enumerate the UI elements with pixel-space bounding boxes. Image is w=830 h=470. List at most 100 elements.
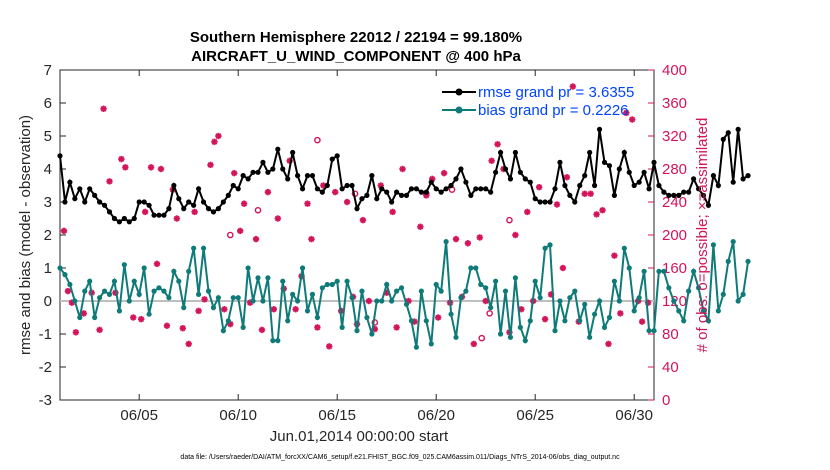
rmse-point [77, 186, 83, 192]
rmse-point [141, 199, 147, 205]
rmse-point [250, 169, 256, 175]
bias-point [111, 278, 118, 284]
rmse-point [398, 192, 405, 198]
rmse-point [146, 202, 152, 208]
obs-assimilated-point [553, 201, 561, 208]
bias-point [225, 318, 231, 324]
y-right-tick-label: 40 [662, 359, 679, 376]
bias-point [656, 268, 662, 274]
bias-point [309, 291, 316, 297]
bias-point [493, 278, 499, 284]
y-axis-right-label: # of obs: o=possible; ×=assimilated [694, 118, 711, 353]
obs-possible-point [478, 334, 486, 342]
bias-point [186, 268, 192, 274]
bias-point [62, 272, 68, 278]
rmse-point [334, 153, 340, 159]
bias-point [621, 245, 627, 251]
obs-assimilated-point [215, 132, 222, 140]
bias-point [359, 288, 365, 294]
obs-assimilated-point [494, 141, 501, 148]
x-tick-label: 06/10 [219, 407, 257, 424]
bias-point [666, 285, 672, 291]
bias-point [324, 281, 330, 288]
rmse-point [527, 179, 533, 185]
bias-point [671, 298, 677, 304]
bias-point [691, 268, 697, 274]
rmse-point [403, 192, 410, 198]
obs-assimilated-point [617, 310, 624, 317]
rmse-point [97, 199, 103, 205]
rmse-point [725, 130, 731, 136]
bias-point [319, 285, 325, 291]
x-tick-label: 06/15 [318, 407, 356, 424]
rmse-point [408, 186, 415, 192]
rmse-point [319, 189, 325, 195]
bias-point [453, 334, 459, 340]
obs-assimilated-point [240, 200, 248, 207]
obs-assimilated-point [100, 105, 107, 112]
obs-assimilated-point [231, 169, 238, 177]
bias-point [567, 295, 573, 301]
rmse-point [413, 186, 419, 192]
rmse-point [156, 212, 162, 218]
y-tick-label: 6 [44, 95, 52, 112]
bias-point [334, 278, 340, 284]
obs-assimilated-point [153, 260, 161, 268]
bias-point [547, 242, 553, 248]
bias-point [488, 305, 494, 311]
rmse-point [240, 173, 246, 179]
rmse-point [641, 169, 647, 175]
rmse-point [215, 206, 221, 212]
rmse-point [428, 179, 434, 185]
rmse-point [280, 166, 286, 172]
bias-point [705, 318, 712, 324]
x-axis-label: Jun.01,2014 00:00:00 start [270, 428, 449, 445]
obs-assimilated-point [587, 190, 594, 197]
obs-assimilated-point [118, 155, 125, 163]
x-tick-label: 06/20 [417, 407, 455, 424]
bias-point [720, 291, 726, 297]
bias-point [77, 314, 83, 321]
rmse-point [374, 196, 380, 202]
bias-point [151, 288, 157, 294]
rmse-point [626, 169, 632, 175]
bias-point [745, 258, 751, 264]
bias-point [240, 324, 246, 330]
rmse-point [745, 173, 751, 179]
bias-point [651, 328, 657, 334]
obs-assimilated-point [96, 326, 103, 334]
bias-point [171, 268, 177, 274]
rmse-point [389, 199, 395, 205]
bias-point [210, 305, 217, 311]
obs-assimilated-point [236, 227, 244, 235]
y-right-tick-label: 200 [662, 227, 687, 244]
bias-point [695, 285, 702, 291]
obs-assimilated-point [629, 116, 636, 123]
rmse-point [126, 219, 132, 225]
bias-point [176, 278, 182, 284]
rmse-point [166, 206, 172, 212]
bias-point [522, 338, 528, 344]
obs-possible-point [486, 310, 493, 317]
rmse-point [493, 169, 499, 175]
rmse-point [270, 166, 276, 172]
obs-assimilated-point [195, 307, 202, 315]
rmse-point [225, 192, 231, 198]
bias-point [364, 314, 370, 321]
obs-assimilated-point [593, 211, 600, 218]
rmse-point [532, 196, 538, 202]
obs-assimilated-point [599, 207, 606, 214]
obs-assimilated-point [638, 318, 646, 325]
bias-point [67, 281, 73, 288]
bias-point [641, 268, 647, 274]
obs-assimilated-point [163, 322, 171, 329]
rmse-point [205, 206, 212, 212]
rmse-point [176, 196, 182, 202]
rmse-point [443, 186, 449, 192]
rmse-point [324, 182, 330, 189]
rmse-point [512, 149, 519, 156]
bias-point [220, 328, 226, 334]
rmse-point [740, 176, 746, 182]
obs-assimilated-point [343, 198, 351, 206]
rmse-point [507, 176, 514, 182]
